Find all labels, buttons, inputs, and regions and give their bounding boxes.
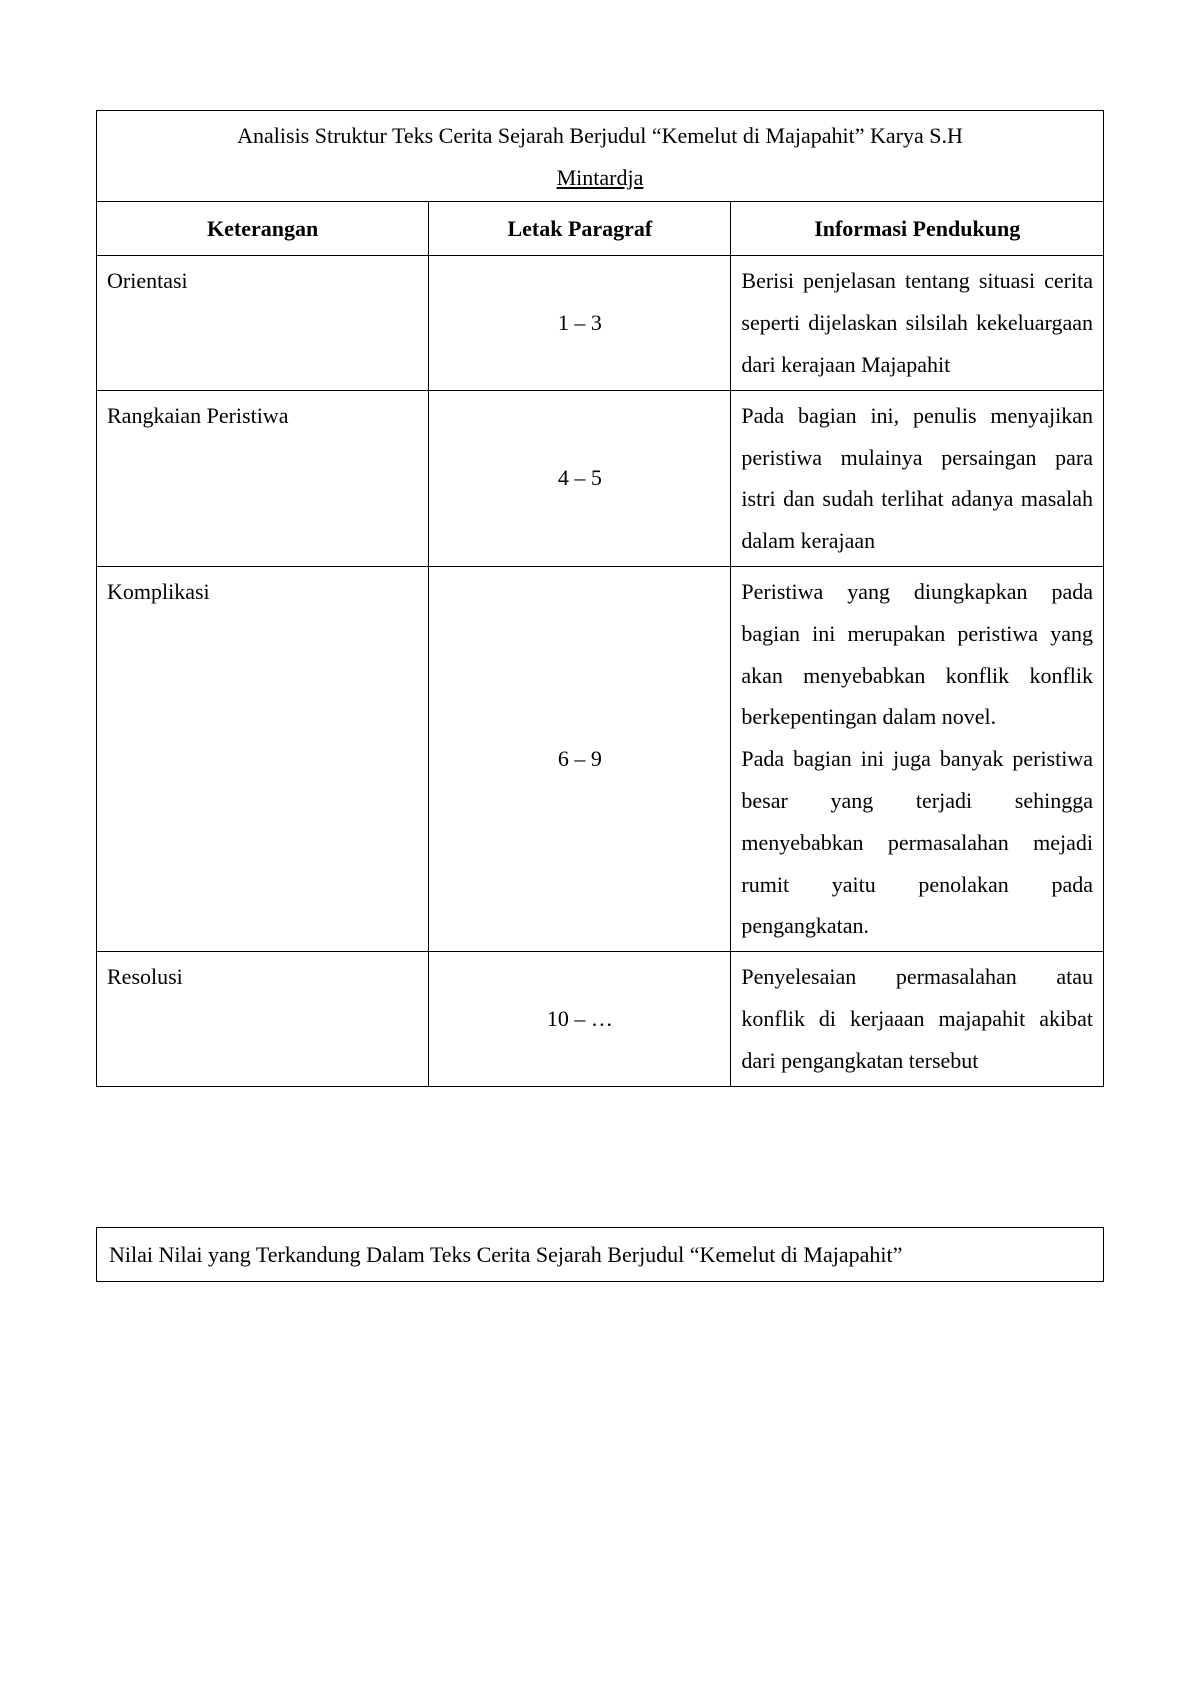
nilai-table: Nilai Nilai yang Terkandung Dalam Teks C…: [96, 1227, 1104, 1283]
table-row: Orientasi 1 – 3 Berisi penjelasan tentan…: [97, 256, 1104, 390]
cell-letak: 4 – 5: [429, 390, 731, 566]
cell-keterangan: Orientasi: [97, 256, 429, 390]
header-letak: Letak Paragraf: [429, 201, 731, 256]
info-paragraph: Peristiwa yang diungkapkan pada bagian i…: [741, 571, 1093, 738]
nilai-title-cell: Nilai Nilai yang Terkandung Dalam Teks C…: [97, 1227, 1104, 1282]
cell-info: Berisi penjelasan tentang situasi cerita…: [731, 256, 1104, 390]
table-title-line1: Analisis Struktur Teks Cerita Sejarah Be…: [237, 123, 963, 148]
cell-keterangan: Rangkaian Peristiwa: [97, 390, 429, 566]
table-header-row: Keterangan Letak Paragraf Informasi Pend…: [97, 201, 1104, 256]
cell-keterangan: Resolusi: [97, 952, 429, 1086]
table-title-line2: Mintardja: [557, 165, 644, 190]
info-paragraph: Pada bagian ini juga banyak peristiwa be…: [741, 738, 1093, 947]
cell-letak: 10 – …: [429, 952, 731, 1086]
cell-info: Pada bagian ini, penulis menyajikan peri…: [731, 390, 1104, 566]
cell-info: Peristiwa yang diungkapkan pada bagian i…: [731, 566, 1104, 951]
table-row: Rangkaian Peristiwa 4 – 5 Pada bagian in…: [97, 390, 1104, 566]
cell-info: Penyelesaian permasalahan atau konflik d…: [731, 952, 1104, 1086]
struktur-table: Analisis Struktur Teks Cerita Sejarah Be…: [96, 110, 1104, 1087]
table-title-row: Analisis Struktur Teks Cerita Sejarah Be…: [97, 111, 1104, 202]
cell-letak: 1 – 3: [429, 256, 731, 390]
table-row: Resolusi 10 – … Penyelesaian permasalaha…: [97, 952, 1104, 1086]
header-keterangan: Keterangan: [97, 201, 429, 256]
cell-keterangan: Komplikasi: [97, 566, 429, 951]
header-info: Informasi Pendukung: [731, 201, 1104, 256]
table-row: Komplikasi 6 – 9 Peristiwa yang diungkap…: [97, 566, 1104, 951]
table-title-cell: Analisis Struktur Teks Cerita Sejarah Be…: [97, 111, 1104, 202]
table-row: Nilai Nilai yang Terkandung Dalam Teks C…: [97, 1227, 1104, 1282]
cell-letak: 6 – 9: [429, 566, 731, 951]
